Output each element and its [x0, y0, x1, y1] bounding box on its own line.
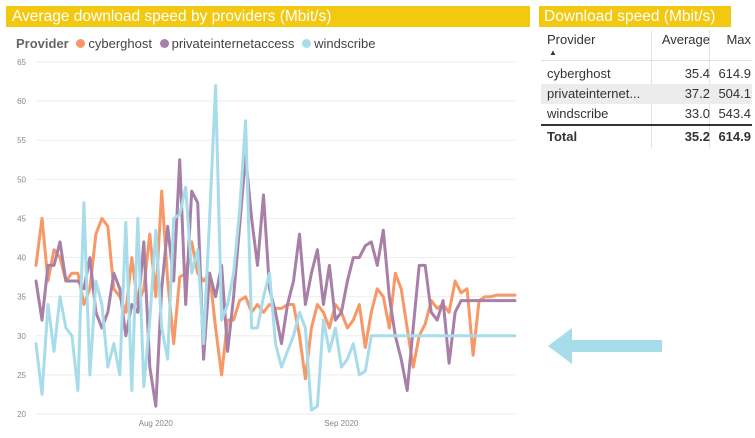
- left-arrow-icon: [548, 328, 662, 364]
- cell-provider: privateinternet...: [547, 86, 641, 101]
- legend-label-privateinternetaccess: privateinternetaccess: [171, 36, 295, 51]
- x-tick-label: Sep 2020: [324, 419, 359, 428]
- y-tick-label: 45: [17, 214, 26, 223]
- y-tick-label: 20: [17, 410, 26, 419]
- y-tick-label: 50: [17, 175, 26, 184]
- legend-label-windscribe: windscribe: [314, 36, 376, 51]
- total-label: Total: [547, 129, 578, 144]
- cell-provider: cyberghost: [547, 66, 611, 81]
- legend-item-cyberghost[interactable]: cyberghost: [76, 36, 152, 51]
- series-line-cyberghost: [34, 189, 517, 381]
- legend-item-privateinternetaccess[interactable]: privateinternetaccess: [159, 36, 295, 51]
- cell-average: 35.4: [684, 66, 710, 81]
- legend-item-windscribe[interactable]: windscribe: [302, 36, 375, 51]
- header-max[interactable]: Max: [726, 32, 751, 47]
- header-provider[interactable]: Provider: [547, 32, 596, 47]
- y-tick-label: 55: [17, 136, 26, 145]
- table-row: windscribe 33.0 543.4: [541, 104, 752, 124]
- series-line-privateinternetaccess: [34, 154, 517, 408]
- table-row: privateinternet... 37.2 504.1: [541, 84, 752, 104]
- table-header-row: Provider ▲ Average Max: [541, 30, 752, 61]
- cell-max: 543.4: [718, 106, 751, 121]
- series-line-windscribe: [34, 84, 517, 412]
- cell-max: 504.1: [718, 86, 751, 101]
- y-tick-label: 60: [17, 97, 26, 106]
- x-tick-label: Aug 2020: [139, 419, 174, 428]
- legend-marker-privateinternetaccess: [159, 39, 169, 48]
- cell-max: 614.9: [718, 66, 751, 81]
- table-row: cyberghost 35.4 614.9: [541, 64, 752, 84]
- chart-legend: Provider cyberghost privateinternetacces…: [16, 36, 379, 51]
- chart-title: Average download speed by providers (Mbi…: [6, 6, 530, 27]
- legend-marker-windscribe: [302, 39, 312, 48]
- header-average[interactable]: Average: [661, 32, 710, 47]
- table-title: Download speed (Mbit/s): [539, 6, 731, 27]
- sort-ascending-icon[interactable]: ▲: [549, 48, 557, 57]
- y-tick-label: 30: [17, 332, 26, 341]
- table-total-row: Total 35.2 614.9: [541, 124, 752, 148]
- cell-average: 37.2: [684, 86, 710, 101]
- total-average: 35.2: [684, 129, 710, 144]
- y-tick-label: 35: [17, 293, 26, 302]
- y-tick-label: 40: [17, 254, 26, 263]
- legend-marker-cyberghost: [76, 39, 86, 48]
- y-tick-label: 25: [17, 371, 26, 380]
- line-chart-plot: 20 25 30 35 40 45 50 55 60 65 Aug 2020 Sep 2020: [17, 58, 517, 428]
- download-speed-table: Provider ▲ Average Max cyberghost 35.4 6…: [541, 30, 752, 148]
- cell-provider: windscribe: [547, 106, 609, 121]
- y-tick-label: 65: [17, 58, 26, 67]
- legend-title: Provider: [16, 36, 69, 51]
- total-max: 614.9: [718, 129, 751, 144]
- legend-label-cyberghost: cyberghost: [88, 36, 152, 51]
- cell-average: 33.0: [684, 106, 710, 121]
